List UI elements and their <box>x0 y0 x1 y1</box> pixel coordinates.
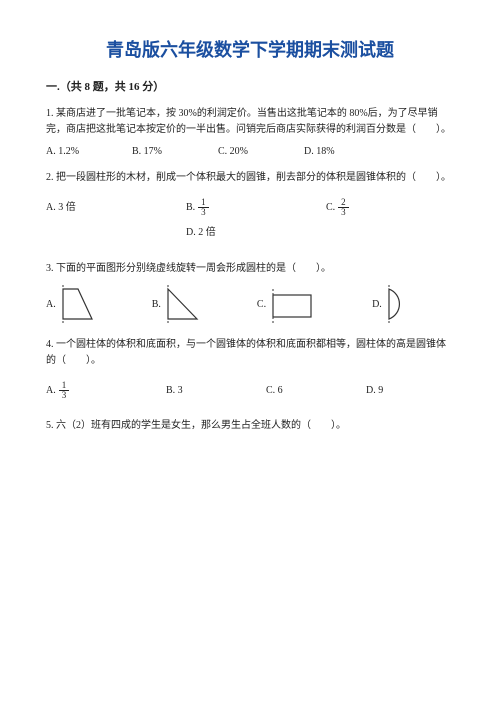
fraction-icon: 1 3 <box>198 198 209 217</box>
q2-opt-d: D. 2 倍 <box>186 225 216 241</box>
q3-opt-a: A. <box>46 285 96 323</box>
q1-opt-a: A. 1.2% <box>46 144 132 160</box>
trapezoid-icon <box>62 285 96 323</box>
q4-stem: 4. 一个圆柱体的体积和底面积，与一个圆锥体的体积和底面积都相等，圆柱体的高是圆… <box>46 337 454 369</box>
q2-options-row1: A. 3 倍 B. 1 3 C. 2 3 <box>46 198 454 217</box>
triangle-icon <box>167 285 201 323</box>
question-3: 3. 下面的平面图形分别绕虚线旋转一周会形成圆柱的是（ ）。 A. B. C. <box>46 261 454 323</box>
q3-opt-d: D. <box>372 285 414 323</box>
page-title: 青岛版六年级数学下学期期末测试题 <box>46 36 454 65</box>
q3-opt-b: B. <box>152 285 201 323</box>
q4-opt-b: B. 3 <box>166 381 266 400</box>
q2-opt-c: C. 2 3 <box>326 198 386 217</box>
q1-options: A. 1.2% B. 17% C. 20% D. 18% <box>46 144 454 160</box>
semicircle-icon <box>388 285 414 323</box>
question-2: 2. 把一段圆柱形的木材，削成一个体积最大的圆锥，削去部分的体积是圆锥体积的（ … <box>46 170 454 241</box>
q5-stem: 5. 六（2）班有四成的学生是女生，那么男生占全班人数的（ ）。 <box>46 418 454 434</box>
q2-opt-a: A. 3 倍 <box>46 198 186 217</box>
question-5: 5. 六（2）班有四成的学生是女生，那么男生占全班人数的（ ）。 <box>46 418 454 434</box>
fraction-icon: 2 3 <box>338 198 349 217</box>
q1-opt-d: D. 18% <box>304 144 390 160</box>
q3-opt-c: C. <box>257 289 316 323</box>
q2-opt-b: B. 1 3 <box>186 198 326 217</box>
q2-stem: 2. 把一段圆柱形的木材，削成一个体积最大的圆锥，削去部分的体积是圆锥体积的（ … <box>46 170 454 186</box>
question-1: 1. 某商店进了一批笔记本，按 30%的利润定价。当售出这批笔记本的 80%后，… <box>46 106 454 160</box>
q4-opt-d: D. 9 <box>366 381 406 400</box>
q1-stem: 1. 某商店进了一批笔记本，按 30%的利润定价。当售出这批笔记本的 80%后，… <box>46 106 454 138</box>
q3-stem: 3. 下面的平面图形分别绕虚线旋转一周会形成圆柱的是（ ）。 <box>46 261 454 277</box>
q2-options-row2: D. 2 倍 <box>46 225 454 241</box>
rectangle-icon <box>272 289 316 323</box>
fraction-icon: 1 3 <box>59 381 70 400</box>
q4-options: A. 1 3 B. 3 C. 6 D. 9 <box>46 381 454 400</box>
q1-opt-c: C. 20% <box>218 144 304 160</box>
q4-opt-c: C. 6 <box>266 381 366 400</box>
q3-shapes-row: A. B. C. D. <box>46 285 454 323</box>
q4-opt-a: A. 1 3 <box>46 381 166 400</box>
question-4: 4. 一个圆柱体的体积和底面积，与一个圆锥体的体积和底面积都相等，圆柱体的高是圆… <box>46 337 454 400</box>
section-heading: 一.（共 8 题，共 16 分） <box>46 79 454 97</box>
q1-opt-b: B. 17% <box>132 144 218 160</box>
